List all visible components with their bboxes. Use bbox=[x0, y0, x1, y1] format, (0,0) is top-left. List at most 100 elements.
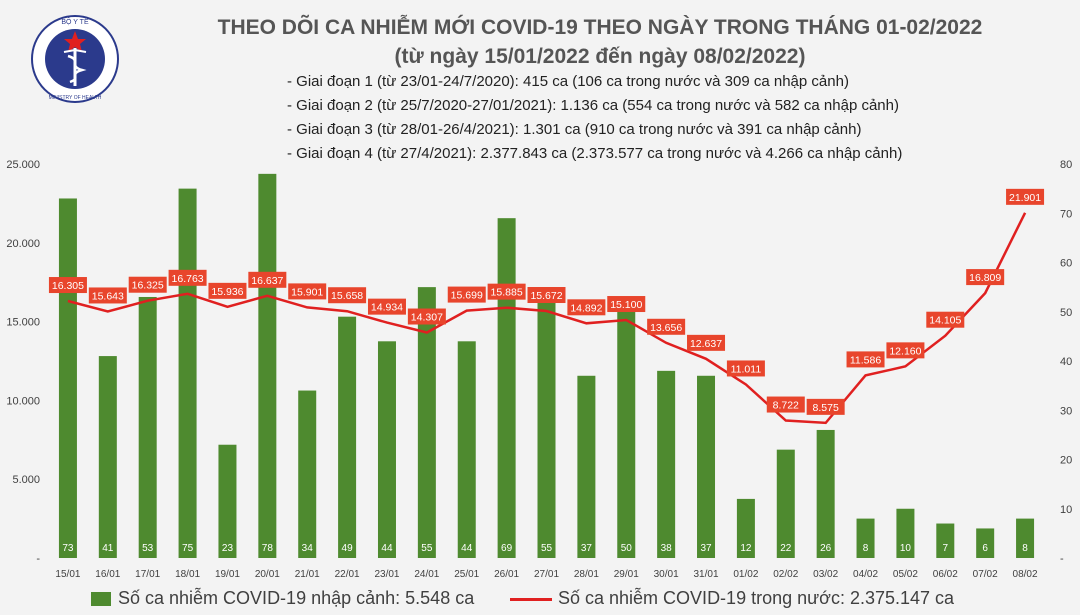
bar-entry-cases bbox=[457, 341, 476, 558]
line-value-label: 16.637 bbox=[251, 275, 283, 287]
legend-bar-label: Số ca nhiễm COVID-19 nhập cảnh: 5.548 ca bbox=[118, 588, 475, 608]
line-value-label: 14.307 bbox=[411, 312, 443, 324]
bar-value-label: 78 bbox=[262, 543, 274, 554]
legend-bar-swatch bbox=[91, 592, 111, 606]
line-label-box bbox=[607, 296, 646, 313]
ministry-of-health-logo: BỘ Y TẾ MINISTRY OF HEALTH bbox=[31, 15, 119, 103]
line-value-label: 8.722 bbox=[773, 400, 799, 412]
logo-text-bottom: MINISTRY OF HEALTH bbox=[49, 95, 102, 101]
bar-entry-cases bbox=[218, 444, 237, 558]
bar-value-label: 55 bbox=[541, 543, 553, 554]
legend-line-label: Số ca nhiễm COVID-19 trong nước: 2.375.1… bbox=[558, 588, 955, 608]
bar-value-label: 55 bbox=[421, 543, 433, 554]
bar-value-label: 49 bbox=[342, 543, 354, 554]
line-label-box bbox=[367, 298, 406, 315]
bar-value-label: 44 bbox=[461, 543, 473, 554]
line-label-box bbox=[48, 277, 87, 294]
bar-entry-cases bbox=[856, 518, 875, 558]
right-axis-tick: 60 bbox=[1060, 258, 1072, 270]
x-axis-tick: 05/02 bbox=[893, 569, 918, 580]
bar-entry-cases bbox=[298, 390, 317, 558]
line-label-box bbox=[687, 334, 726, 351]
line-value-label: 14.934 bbox=[371, 302, 403, 314]
line-label-box bbox=[88, 287, 127, 304]
x-axis-tick: 30/01 bbox=[654, 569, 679, 580]
line-value-label: 14.105 bbox=[929, 315, 961, 327]
line-value-label: 15.100 bbox=[610, 299, 642, 311]
left-axis-tick: - bbox=[36, 553, 40, 565]
bar-entry-cases bbox=[617, 311, 636, 558]
legend-line-swatch bbox=[510, 598, 552, 601]
line-label-box bbox=[487, 283, 526, 300]
line-value-label: 11.586 bbox=[850, 354, 881, 366]
bar-entry-cases bbox=[816, 429, 835, 558]
x-axis-tick: 15/01 bbox=[55, 569, 80, 580]
bar-entry-cases bbox=[697, 375, 716, 558]
bar-value-label: 8 bbox=[863, 543, 869, 554]
x-axis-tick: 18/01 bbox=[175, 569, 200, 580]
chart-title: THEO DÕI CA NHIỄM MỚI COVID-19 THEO NGÀY… bbox=[217, 16, 983, 39]
line-label-box bbox=[288, 283, 327, 300]
line-value-label: 15.672 bbox=[530, 290, 562, 302]
left-axis-tick: 15.000 bbox=[6, 317, 40, 329]
x-axis-tick: 04/02 bbox=[853, 569, 878, 580]
bar-value-label: 69 bbox=[501, 543, 513, 554]
bar-entry-cases bbox=[258, 173, 277, 558]
bar-value-label: 23 bbox=[222, 543, 234, 554]
line-value-label: 16.325 bbox=[132, 280, 164, 292]
line-value-label: 15.699 bbox=[451, 290, 483, 302]
bar-entry-cases bbox=[896, 508, 915, 558]
x-axis-tick: 27/01 bbox=[534, 569, 559, 580]
x-axis-tick: 28/01 bbox=[574, 569, 599, 580]
line-value-label: 15.936 bbox=[211, 286, 243, 298]
bar-value-label: 34 bbox=[302, 543, 314, 554]
line-value-label: 16.305 bbox=[52, 280, 84, 292]
right-axis-tick: - bbox=[1060, 553, 1064, 565]
right-axis-tick: 70 bbox=[1060, 208, 1072, 220]
x-axis-tick: 20/01 bbox=[255, 569, 280, 580]
chart-subtitle: (từ ngày 15/01/2022 đến ngày 08/02/2022) bbox=[394, 45, 806, 68]
domestic-cases-line bbox=[67, 212, 1027, 425]
bar-entry-cases bbox=[736, 498, 755, 558]
x-axis-tick: 22/01 bbox=[335, 569, 360, 580]
x-axis-tick: 01/02 bbox=[733, 569, 758, 580]
bar-value-label: 41 bbox=[102, 543, 114, 554]
x-axis-tick: 25/01 bbox=[454, 569, 479, 580]
caduceus-icon bbox=[63, 48, 87, 86]
x-axis-tick: 21/01 bbox=[295, 569, 320, 580]
line-label-box bbox=[407, 308, 446, 325]
line-value-label: 16.763 bbox=[172, 273, 204, 285]
left-axis-tick: 5.000 bbox=[12, 474, 40, 486]
line-label-box bbox=[966, 269, 1005, 286]
line-value-label: 12.160 bbox=[889, 345, 921, 357]
bar-value-label: 8 bbox=[1022, 543, 1028, 554]
line-value-label: 14.892 bbox=[570, 302, 602, 314]
line-value-label: 13.656 bbox=[650, 322, 682, 334]
line-label-box bbox=[766, 396, 805, 413]
bar-entry-cases bbox=[657, 370, 676, 558]
x-axis-tick: 16/01 bbox=[95, 569, 120, 580]
line-value-label: 15.901 bbox=[291, 286, 323, 298]
line-label-box bbox=[208, 282, 247, 299]
line-label-box bbox=[726, 360, 765, 377]
line-value-label: 15.658 bbox=[331, 290, 363, 302]
right-axis-tick: 20 bbox=[1060, 455, 1072, 467]
line-value-label: 8.575 bbox=[813, 402, 839, 414]
line-value-label: 16.809 bbox=[969, 272, 1001, 284]
line-label-box bbox=[168, 269, 207, 286]
phase-2-text: - Giai đoạn 2 (từ 25/7/2020-27/01/2021):… bbox=[287, 97, 899, 114]
x-axis-tick: 06/02 bbox=[933, 569, 958, 580]
line-value-label: 12.637 bbox=[690, 338, 722, 350]
phase-4-text: - Giai đoạn 4 (từ 27/4/2021): 2.377.843 … bbox=[287, 145, 903, 162]
line-label-box bbox=[447, 286, 486, 303]
line-label-box bbox=[806, 398, 845, 415]
bar-value-label: 38 bbox=[661, 543, 673, 554]
bar-value-label: 73 bbox=[62, 543, 74, 554]
right-axis-tick: 30 bbox=[1060, 405, 1072, 417]
right-axis-tick: 10 bbox=[1060, 504, 1072, 516]
line-label-box bbox=[1006, 188, 1045, 205]
bar-value-label: 12 bbox=[740, 543, 752, 554]
bar-value-label: 7 bbox=[943, 543, 949, 554]
x-axis-tick: 19/01 bbox=[215, 569, 240, 580]
left-axis-tick: 20.000 bbox=[6, 238, 40, 250]
